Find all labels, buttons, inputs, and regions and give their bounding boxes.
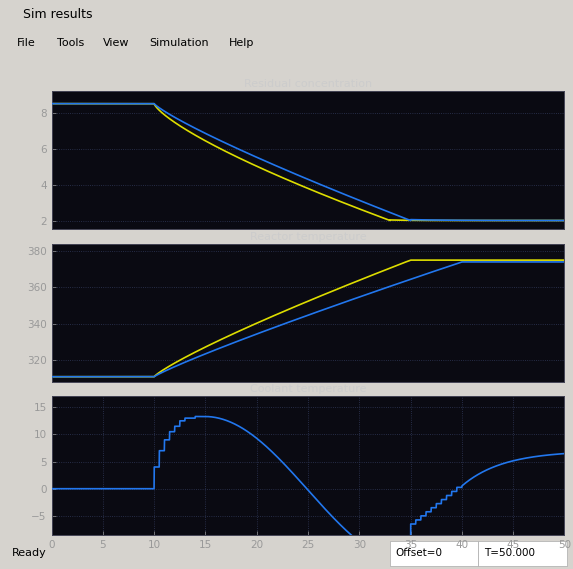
Text: View: View — [103, 38, 129, 48]
Title: Reactor temperature: Reactor temperature — [250, 232, 366, 242]
Title: Coolant temperature: Coolant temperature — [250, 384, 366, 394]
Text: Simulation: Simulation — [149, 38, 209, 48]
Text: Ready: Ready — [11, 549, 46, 558]
Text: File: File — [17, 38, 36, 48]
Bar — [478, 541, 567, 566]
Text: T=50.000: T=50.000 — [484, 549, 535, 558]
Text: Help: Help — [229, 38, 254, 48]
Text: Tools: Tools — [57, 38, 85, 48]
Text: Sim results: Sim results — [23, 9, 92, 21]
Text: Offset=0: Offset=0 — [395, 549, 442, 558]
Bar — [390, 541, 478, 566]
Title: Residual concentration: Residual concentration — [244, 79, 372, 89]
